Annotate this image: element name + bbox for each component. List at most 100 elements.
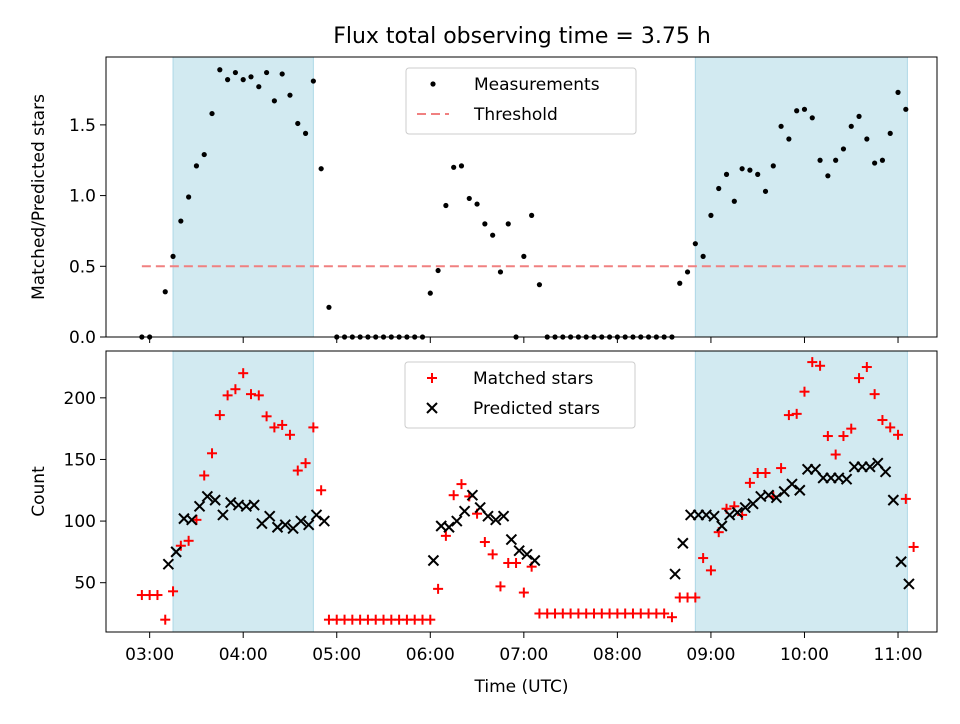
predicted-point xyxy=(427,554,440,567)
y-axis: 0.0 0.5 1.0 1.5 xyxy=(69,116,106,348)
measurement-point xyxy=(232,69,239,76)
measurement-point xyxy=(794,108,800,114)
measurement-point xyxy=(536,282,543,288)
predicted-point xyxy=(295,515,307,527)
matched-point xyxy=(269,422,280,433)
y-tick-label: 150 xyxy=(64,450,96,470)
count-panel: 50 100 150 200 03:00 04:00 05:00 06:00 07:00 08:… xyxy=(29,350,938,697)
predicted-point xyxy=(279,519,292,531)
matched-point xyxy=(854,373,865,384)
predicted-point xyxy=(521,548,533,561)
measurement-point xyxy=(848,123,854,129)
legend-marker xyxy=(430,81,436,87)
predicted-point xyxy=(505,533,518,546)
measurement-point xyxy=(482,221,488,227)
matched-point xyxy=(448,490,459,501)
measurement-point xyxy=(716,185,722,192)
measurement-point xyxy=(466,195,472,202)
matched-point xyxy=(456,479,467,490)
matched-point xyxy=(292,465,303,476)
predicted-point xyxy=(170,546,182,558)
plot-series xyxy=(136,357,919,625)
matched-point xyxy=(261,411,272,422)
measurement-point xyxy=(170,253,176,259)
matched-point xyxy=(744,477,755,488)
legend: Matched stars Predicted stars xyxy=(404,361,636,429)
legend: Measurements Threshold xyxy=(405,67,637,135)
legend-marker xyxy=(426,402,438,414)
matched-point xyxy=(885,422,896,433)
matched-point xyxy=(900,493,911,504)
measurement-point xyxy=(201,151,207,158)
matched-point xyxy=(698,553,709,564)
measurement-point xyxy=(825,173,831,179)
legend-box xyxy=(405,67,637,135)
matched-point xyxy=(518,587,529,598)
matched-point xyxy=(479,537,490,548)
observing-window xyxy=(172,350,314,633)
measurement-point xyxy=(474,201,480,207)
matched-point xyxy=(316,485,327,496)
x-tick-label: 10:00 xyxy=(780,645,829,665)
x-tick-label: 06:00 xyxy=(406,645,455,665)
legend-label: Measurements xyxy=(474,75,600,95)
measurement-point xyxy=(443,202,449,209)
matched-point xyxy=(893,429,904,440)
axes-frame xyxy=(105,56,938,338)
matched-point xyxy=(659,608,670,619)
measurement-point xyxy=(497,269,504,275)
matched-point xyxy=(207,448,218,459)
predicted-point xyxy=(669,568,681,580)
predicted-point xyxy=(451,515,463,527)
x-tick-label: 11:00 xyxy=(874,645,923,665)
x-tick-label: 03:00 xyxy=(125,645,174,665)
measurement-point xyxy=(731,198,737,204)
y-axis-label: Matched/Predicted stars xyxy=(29,94,49,300)
matched-point xyxy=(487,549,498,560)
measurement-point xyxy=(217,67,223,73)
predicted-point xyxy=(731,506,744,519)
y-tick-label: 200 xyxy=(64,389,96,409)
predicted-point xyxy=(723,509,736,521)
measurement-point xyxy=(770,163,776,169)
observing-windows xyxy=(172,56,908,338)
ratio-panel: 0.0 0.5 1.0 1.5 Matched/Predicted stars Mea… xyxy=(29,56,938,348)
predicted-point xyxy=(482,510,494,522)
predicted-point xyxy=(248,499,260,511)
predicted-point xyxy=(318,515,330,527)
legend-label: Threshold xyxy=(473,105,558,125)
plot-series xyxy=(139,67,909,340)
measurement-point xyxy=(256,84,262,90)
measurement-point xyxy=(809,115,815,121)
matched-point xyxy=(838,431,849,442)
measurement-point xyxy=(895,89,901,95)
predicted-point xyxy=(209,494,221,506)
predicted-point xyxy=(513,544,525,557)
measurement-point xyxy=(872,160,878,166)
predicted-point xyxy=(762,489,775,501)
y-tick-label: 1.5 xyxy=(69,116,96,136)
matched-point xyxy=(666,612,677,623)
x-tick-label: 08:00 xyxy=(593,645,642,665)
matched-point xyxy=(245,389,256,400)
y-tick-label: 0.0 xyxy=(69,328,96,348)
matched-point xyxy=(425,614,436,625)
matched-point xyxy=(222,390,233,401)
y-axis: 50 100 150 200 xyxy=(64,389,106,594)
measurement-point xyxy=(279,71,285,77)
matched-point xyxy=(284,429,295,440)
matched-point xyxy=(152,590,163,601)
matched-point xyxy=(238,368,249,379)
measurement-point xyxy=(240,77,246,83)
legend-label: Predicted stars xyxy=(473,399,600,419)
measurement-point xyxy=(833,157,839,163)
matched-point xyxy=(230,384,241,395)
matched-point xyxy=(308,422,319,433)
predicted-point xyxy=(310,509,323,521)
matched-point xyxy=(214,410,225,421)
predicted-point xyxy=(443,521,455,533)
predicted-point xyxy=(716,520,728,532)
measurement-point xyxy=(801,106,808,112)
predicted-point xyxy=(864,461,876,473)
measurement-point xyxy=(435,267,441,274)
